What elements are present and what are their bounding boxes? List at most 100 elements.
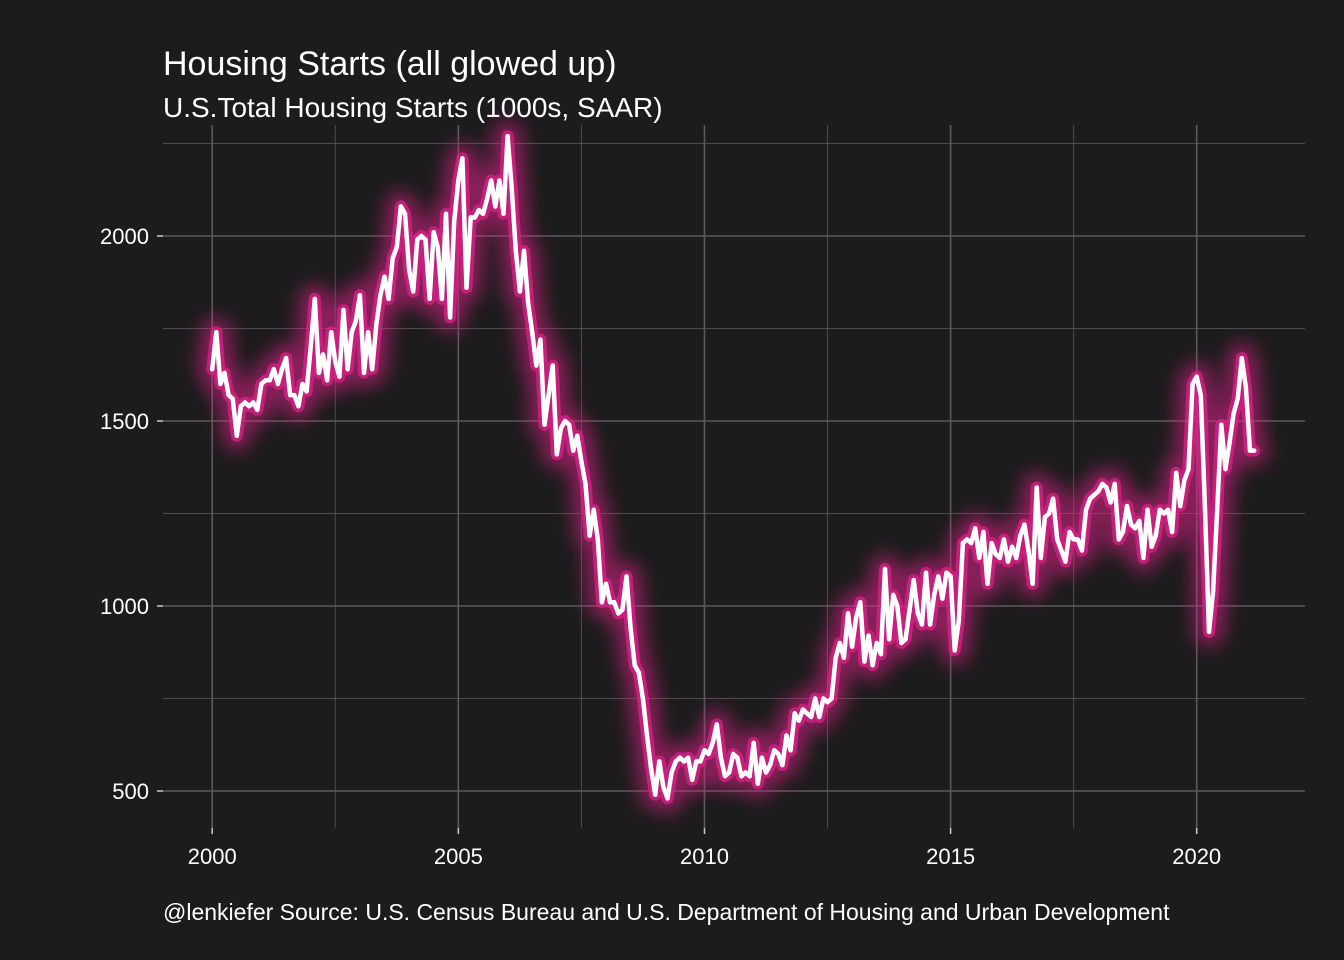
data-point [612, 600, 617, 605]
data-point [1141, 555, 1146, 561]
data-point [968, 540, 974, 546]
data-point [759, 755, 765, 760]
data-point [993, 552, 998, 557]
data-point [267, 378, 272, 383]
data-point [960, 540, 966, 546]
data-point [817, 714, 822, 720]
data-point [210, 367, 215, 372]
data-point [977, 555, 982, 561]
data-point [374, 322, 379, 327]
data-point [501, 211, 506, 216]
data-point [644, 733, 650, 738]
data-point [636, 670, 641, 675]
data-point [1034, 485, 1039, 490]
x-tick-label: 2015 [926, 844, 975, 869]
data-point [640, 696, 646, 701]
data-point [882, 566, 888, 572]
data-point [788, 748, 793, 753]
data-point [952, 648, 957, 653]
data-point [866, 633, 871, 638]
data-point [509, 185, 514, 191]
data-point [1149, 544, 1154, 549]
data-point [698, 759, 703, 764]
data-point [423, 237, 428, 242]
data-point [1137, 518, 1142, 524]
data-point [599, 600, 605, 605]
data-point [648, 766, 654, 771]
data-point [796, 718, 801, 723]
data-point [653, 792, 658, 797]
chart-title: Housing Starts (all glowed up) [163, 45, 617, 83]
data-point [1071, 537, 1076, 542]
data-point [632, 663, 637, 668]
data-point [1009, 544, 1015, 549]
x-tick-label: 2020 [1172, 844, 1221, 869]
data-point [718, 755, 724, 760]
data-point [464, 285, 469, 290]
data-point [989, 540, 994, 546]
data-point [854, 614, 859, 620]
data-point [255, 407, 260, 413]
data-point [694, 759, 699, 764]
data-point [288, 392, 293, 398]
data-point [607, 600, 613, 605]
data-point [439, 296, 445, 302]
data-point [776, 751, 781, 757]
data-point [1235, 396, 1240, 401]
data-point [337, 374, 342, 379]
data-point [1055, 537, 1060, 542]
data-point [690, 777, 695, 783]
data-point [1030, 581, 1035, 586]
data-point [333, 359, 338, 364]
data-point [292, 392, 297, 398]
data-point [862, 659, 867, 664]
data-point [452, 219, 457, 224]
data-point [1206, 629, 1212, 635]
data-point [443, 211, 449, 216]
data-point [1075, 537, 1080, 542]
data-point [940, 596, 945, 601]
data-point [1169, 529, 1175, 535]
data-point [677, 755, 683, 760]
data-point [329, 330, 334, 335]
data-point [517, 289, 523, 294]
data-point [542, 422, 547, 427]
data-point [1022, 522, 1027, 527]
y-tick-label: 500 [112, 779, 149, 804]
data-point [324, 378, 330, 383]
data-point [312, 296, 317, 302]
data-point [755, 781, 760, 786]
data-point [1182, 478, 1187, 483]
data-point [981, 529, 986, 535]
data-point [530, 330, 535, 335]
data-point [1063, 559, 1068, 564]
data-point [378, 293, 383, 298]
data-point [747, 774, 752, 779]
data-point [468, 215, 473, 220]
data-point [1046, 511, 1052, 516]
data-point [300, 381, 305, 387]
data-point [1178, 503, 1183, 509]
data-point [341, 307, 346, 313]
data-point [739, 774, 744, 779]
data-point [915, 611, 920, 616]
data-point [489, 178, 494, 183]
data-point [320, 352, 326, 357]
data-point [1215, 507, 1220, 512]
data-point [259, 381, 264, 387]
data-point [579, 459, 584, 464]
data-point [751, 740, 756, 746]
data-point [1104, 485, 1109, 490]
data-point [394, 244, 399, 250]
grid-lines [163, 125, 1305, 828]
data-point [669, 770, 674, 775]
data-point [279, 367, 285, 372]
data-point [821, 696, 826, 701]
data-point [849, 644, 855, 649]
data-point [841, 655, 847, 660]
data-point [731, 751, 736, 757]
data-point [800, 707, 806, 712]
data-point [575, 433, 580, 438]
data-point [1227, 441, 1232, 446]
data-point [316, 370, 322, 376]
